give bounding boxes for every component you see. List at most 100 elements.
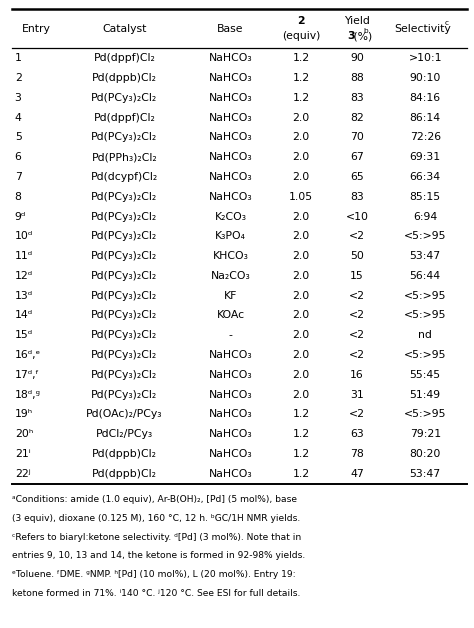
Text: 56:44: 56:44: [410, 271, 441, 281]
Text: 2.0: 2.0: [292, 212, 310, 222]
Text: 31: 31: [350, 389, 364, 399]
Text: 2.0: 2.0: [292, 112, 310, 122]
Text: 84:16: 84:16: [410, 93, 441, 103]
Text: Pd(PCy₃)₂Cl₂: Pd(PCy₃)₂Cl₂: [91, 93, 157, 103]
Text: Pd(dppb)Cl₂: Pd(dppb)Cl₂: [92, 449, 157, 459]
Text: NaHCO₃: NaHCO₃: [209, 172, 252, 182]
Text: 2: 2: [15, 73, 22, 83]
Text: ᵃConditions: amide (1.0 equiv), Ar-B(OH)₂, [Pd] (5 mol%), base: ᵃConditions: amide (1.0 equiv), Ar-B(OH)…: [12, 495, 297, 504]
Text: ᵉToluene. ᶠDME. ᵍNMP. ʰ[Pd] (10 mol%), L (20 mol%). Entry 19:: ᵉToluene. ᶠDME. ᵍNMP. ʰ[Pd] (10 mol%), L…: [12, 570, 295, 579]
Text: Pd(PCy₃)₂Cl₂: Pd(PCy₃)₂Cl₂: [91, 330, 157, 340]
Text: 1.2: 1.2: [293, 409, 310, 420]
Text: NaHCO₃: NaHCO₃: [209, 370, 252, 380]
Text: 85:15: 85:15: [410, 192, 441, 202]
Text: 6:94: 6:94: [413, 212, 438, 222]
Text: 18ᵈ,ᵍ: 18ᵈ,ᵍ: [15, 389, 41, 399]
Text: 53:47: 53:47: [410, 468, 441, 479]
Text: Pd(OAc)₂/PCy₃: Pd(OAc)₂/PCy₃: [86, 409, 163, 420]
Text: 86:14: 86:14: [410, 112, 441, 122]
Text: 10ᵈ: 10ᵈ: [15, 231, 33, 241]
Text: Pd(PCy₃)₂Cl₂: Pd(PCy₃)₂Cl₂: [91, 212, 157, 222]
Text: 2.0: 2.0: [292, 370, 310, 380]
Text: NaHCO₃: NaHCO₃: [209, 389, 252, 399]
Text: 51:49: 51:49: [410, 389, 441, 399]
Text: Pd(PCy₃)₂Cl₂: Pd(PCy₃)₂Cl₂: [91, 350, 157, 360]
Text: Pd(dcypf)Cl₂: Pd(dcypf)Cl₂: [91, 172, 158, 182]
Text: 13ᵈ: 13ᵈ: [15, 291, 33, 301]
Text: Entry: Entry: [21, 24, 50, 34]
Text: NaHCO₃: NaHCO₃: [209, 53, 252, 63]
Text: -: -: [228, 330, 232, 340]
Text: 65: 65: [350, 172, 364, 182]
Text: 88: 88: [350, 73, 364, 83]
Text: Na₂CO₃: Na₂CO₃: [210, 271, 250, 281]
Text: NaHCO₃: NaHCO₃: [209, 449, 252, 459]
Text: 70: 70: [350, 133, 364, 143]
Text: 1: 1: [15, 53, 22, 63]
Text: 6: 6: [15, 152, 22, 162]
Text: 22ʲ: 22ʲ: [15, 468, 30, 479]
Text: 2.0: 2.0: [292, 310, 310, 320]
Text: 80:20: 80:20: [410, 449, 441, 459]
Text: 15: 15: [350, 271, 364, 281]
Text: 2.0: 2.0: [292, 231, 310, 241]
Text: 1.2: 1.2: [293, 53, 310, 63]
Text: 90: 90: [350, 53, 364, 63]
Text: 9ᵈ: 9ᵈ: [15, 212, 26, 222]
Text: 83: 83: [350, 93, 364, 103]
Text: 1.2: 1.2: [293, 429, 310, 439]
Text: 14ᵈ: 14ᵈ: [15, 310, 33, 320]
Text: K₃PO₄: K₃PO₄: [215, 231, 246, 241]
Text: Pd(PCy₃)₂Cl₂: Pd(PCy₃)₂Cl₂: [91, 231, 157, 241]
Text: 16: 16: [350, 370, 364, 380]
Text: 79:21: 79:21: [410, 429, 441, 439]
Text: nd: nd: [418, 330, 432, 340]
Text: 2.0: 2.0: [292, 271, 310, 281]
Text: 5: 5: [15, 133, 22, 143]
Text: <5:>95: <5:>95: [404, 310, 447, 320]
Text: >10:1: >10:1: [409, 53, 442, 63]
Text: Pd(dppf)Cl₂: Pd(dppf)Cl₂: [93, 112, 155, 122]
Text: b: b: [364, 28, 368, 35]
Text: 2: 2: [298, 16, 305, 26]
Text: 67: 67: [350, 152, 364, 162]
Text: 2.0: 2.0: [292, 389, 310, 399]
Text: 2.0: 2.0: [292, 152, 310, 162]
Text: 90:10: 90:10: [410, 73, 441, 83]
Text: Pd(PCy₃)₂Cl₂: Pd(PCy₃)₂Cl₂: [91, 192, 157, 202]
Text: <2: <2: [349, 231, 365, 241]
Text: entries 9, 10, 13 and 14, the ketone is formed in 92-98% yields.: entries 9, 10, 13 and 14, the ketone is …: [12, 551, 305, 560]
Text: KF: KF: [224, 291, 237, 301]
Text: NaHCO₃: NaHCO₃: [209, 192, 252, 202]
Text: Pd(PCy₃)₂Cl₂: Pd(PCy₃)₂Cl₂: [91, 389, 157, 399]
Text: 21ⁱ: 21ⁱ: [15, 449, 30, 459]
Text: 72:26: 72:26: [410, 133, 441, 143]
Text: <2: <2: [349, 330, 365, 340]
Text: Pd(PCy₃)₂Cl₂: Pd(PCy₃)₂Cl₂: [91, 251, 157, 261]
Text: <5:>95: <5:>95: [404, 291, 447, 301]
Text: Pd(PCy₃)₂Cl₂: Pd(PCy₃)₂Cl₂: [91, 310, 157, 320]
Text: NaHCO₃: NaHCO₃: [209, 468, 252, 479]
Text: NaHCO₃: NaHCO₃: [209, 409, 252, 420]
Text: Catalyst: Catalyst: [102, 24, 146, 34]
Text: <10: <10: [346, 212, 368, 222]
Text: (3 equiv), dioxane (0.125 M), 160 °C, 12 h. ᵇGC/1H NMR yields.: (3 equiv), dioxane (0.125 M), 160 °C, 12…: [12, 514, 300, 522]
Text: 66:34: 66:34: [410, 172, 441, 182]
Text: 53:47: 53:47: [410, 251, 441, 261]
Text: (equiv): (equiv): [282, 31, 320, 41]
Text: 3: 3: [15, 93, 22, 103]
Text: 63: 63: [350, 429, 364, 439]
Text: NaHCO₃: NaHCO₃: [209, 350, 252, 360]
Text: 83: 83: [350, 192, 364, 202]
Text: KHCO₃: KHCO₃: [212, 251, 248, 261]
Text: 3: 3: [347, 31, 355, 41]
Text: 55:45: 55:45: [410, 370, 441, 380]
Text: 1.05: 1.05: [289, 192, 313, 202]
Text: 78: 78: [350, 449, 364, 459]
Text: KOAc: KOAc: [217, 310, 245, 320]
Text: <2: <2: [349, 291, 365, 301]
Text: 82: 82: [350, 112, 364, 122]
Text: ketone formed in 71%. ⁱ140 °C. ʲ120 °C. See ESI for full details.: ketone formed in 71%. ⁱ140 °C. ʲ120 °C. …: [12, 589, 300, 598]
Text: (%): (%): [350, 31, 373, 41]
Text: PdCl₂/PCy₃: PdCl₂/PCy₃: [96, 429, 153, 439]
